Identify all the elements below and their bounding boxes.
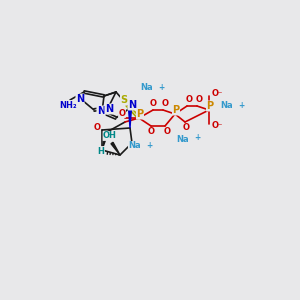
Text: Na: Na: [176, 134, 189, 143]
Text: O⁻: O⁻: [211, 122, 223, 130]
Text: P: P: [172, 105, 180, 115]
Text: +: +: [194, 134, 200, 142]
Text: +: +: [146, 140, 152, 149]
Text: NH₂: NH₂: [59, 100, 77, 109]
Text: S: S: [120, 95, 128, 105]
Text: +: +: [158, 82, 164, 91]
Text: O: O: [148, 128, 154, 136]
Polygon shape: [102, 132, 108, 150]
Polygon shape: [128, 108, 131, 128]
Text: Na: Na: [220, 101, 233, 110]
Text: O⁻: O⁻: [211, 89, 223, 98]
Text: H: H: [98, 146, 104, 155]
Text: O: O: [196, 95, 202, 104]
Text: Na: Na: [140, 83, 153, 92]
Text: Na: Na: [128, 142, 141, 151]
Text: N: N: [97, 106, 105, 116]
Text: O: O: [161, 100, 169, 109]
Text: O: O: [182, 124, 190, 133]
Text: N: N: [76, 94, 84, 104]
Polygon shape: [111, 142, 120, 155]
Text: +: +: [238, 100, 244, 109]
Text: O: O: [164, 128, 170, 136]
Text: O: O: [149, 100, 157, 109]
Text: O: O: [185, 95, 193, 104]
Text: P: P: [206, 101, 214, 111]
Text: O: O: [118, 109, 125, 118]
Text: P: P: [136, 109, 144, 119]
Text: OH: OH: [103, 131, 117, 140]
Text: O: O: [94, 124, 100, 133]
Text: N: N: [128, 100, 136, 110]
Text: N: N: [105, 104, 113, 114]
